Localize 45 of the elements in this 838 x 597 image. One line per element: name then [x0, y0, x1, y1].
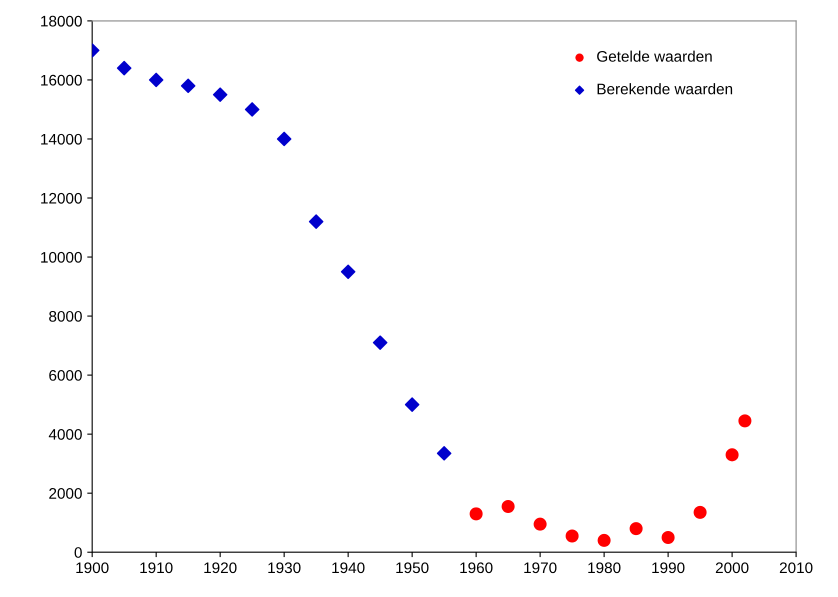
x-tick-label: 1900: [76, 562, 109, 574]
y-tick-label: 12000: [41, 192, 82, 204]
x-tick-label: 2010: [780, 562, 812, 574]
point: [470, 507, 483, 520]
point: [340, 264, 356, 280]
point: [404, 397, 420, 412]
x-tick-label: 1920: [204, 562, 237, 574]
point: [308, 214, 324, 229]
x-tick-label: 1970: [524, 562, 557, 574]
point: [116, 60, 132, 76]
x-tick-label: 2000: [716, 562, 749, 574]
point: [148, 72, 164, 88]
y-tick-label: 0: [74, 547, 82, 558]
x-tick-label: 1950: [396, 562, 429, 574]
y-tick-label: 18000: [41, 16, 82, 27]
x-tick-label: 1990: [652, 562, 685, 574]
point: [372, 335, 388, 350]
point: [244, 102, 260, 117]
x-tick-label: 1980: [588, 562, 621, 574]
point: [502, 500, 515, 513]
point: [726, 448, 739, 462]
point: [662, 530, 675, 544]
legend-label: Berekende waarden: [598, 83, 732, 94]
point: [212, 87, 228, 102]
point: [630, 522, 643, 536]
x-tick-label: 1930: [268, 562, 301, 574]
x-tick-label: 1940: [332, 562, 365, 574]
point: [534, 518, 547, 531]
x-tick-label: 1910: [140, 562, 173, 574]
y-tick-label: 8000: [49, 310, 82, 322]
point: [180, 78, 196, 94]
legend-label: Getelde waarden: [597, 50, 712, 62]
point: [436, 446, 452, 461]
y-tick-label: 14000: [41, 134, 82, 145]
y-tick-label: 10000: [41, 252, 82, 263]
y-tick-label: 4000: [48, 429, 82, 440]
point: [276, 132, 292, 146]
point: [694, 506, 707, 519]
point: [566, 529, 579, 542]
x-tick-label: 1960: [460, 562, 493, 574]
y-tick-label: 16000: [41, 74, 82, 86]
y-tick-label: 6000: [49, 370, 82, 381]
point: [738, 414, 752, 428]
y-tick-label: 2000: [49, 488, 82, 499]
point: [598, 534, 611, 547]
